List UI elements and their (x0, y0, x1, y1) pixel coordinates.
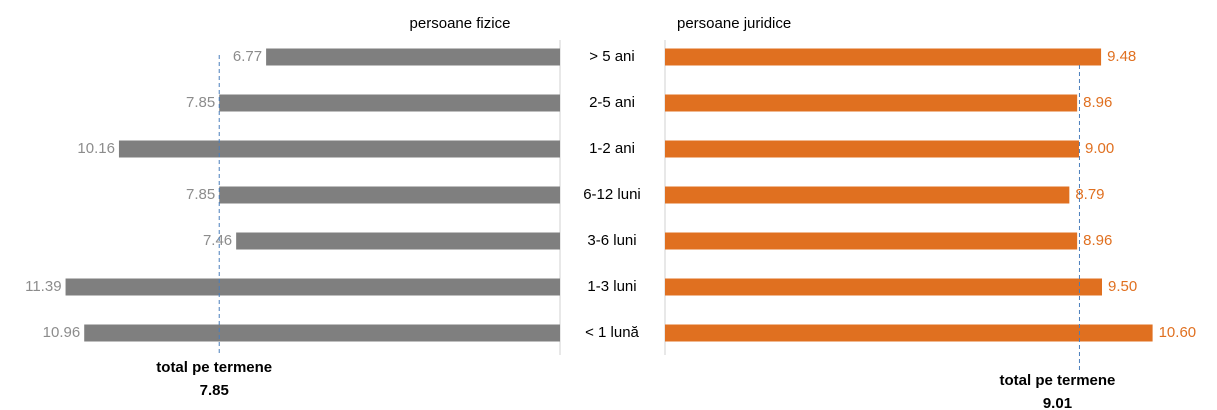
bar (118, 140, 560, 158)
value-label: 6.77 (233, 48, 262, 65)
value-label: 7.46 (203, 232, 232, 249)
bar (665, 48, 1102, 66)
bar (665, 278, 1102, 296)
bar (665, 324, 1153, 342)
value-label: 7.85 (186, 94, 215, 111)
category-label: 3-6 luni (587, 232, 636, 249)
reference-value: 9.01 (1043, 395, 1072, 410)
reference-label: total pe termene (1000, 372, 1116, 389)
value-label: 8.79 (1075, 186, 1104, 203)
series-title: persoane juridice (677, 15, 791, 32)
value-label: 9.00 (1085, 140, 1114, 157)
category-label: 6-12 luni (583, 186, 641, 203)
value-label: 9.50 (1108, 278, 1137, 295)
category-label: < 1 lună (585, 324, 639, 341)
value-label: 10.96 (43, 324, 81, 341)
value-label: 9.48 (1107, 48, 1136, 65)
category-label: > 5 ani (589, 48, 634, 65)
reference-label: total pe termene (156, 359, 272, 376)
value-label: 8.96 (1083, 94, 1112, 111)
bar (665, 94, 1078, 112)
value-label: 7.85 (186, 186, 215, 203)
value-label: 8.96 (1083, 232, 1112, 249)
bar (665, 232, 1078, 250)
category-label: 2-5 ani (589, 94, 635, 111)
value-label: 10.16 (77, 140, 115, 157)
bar (236, 232, 561, 250)
bar (219, 94, 561, 112)
bar (266, 48, 560, 66)
value-label: 10.60 (1159, 324, 1197, 341)
bar (665, 186, 1070, 204)
category-label: 1-2 ani (589, 140, 635, 157)
reference-value: 7.85 (200, 382, 229, 399)
bar (665, 140, 1079, 158)
bar (84, 324, 561, 342)
value-label: 11.39 (25, 278, 61, 295)
category-label: 1-3 luni (587, 278, 636, 295)
series-title: persoane fizice (410, 15, 511, 32)
bar (219, 186, 561, 204)
bar (65, 278, 560, 296)
